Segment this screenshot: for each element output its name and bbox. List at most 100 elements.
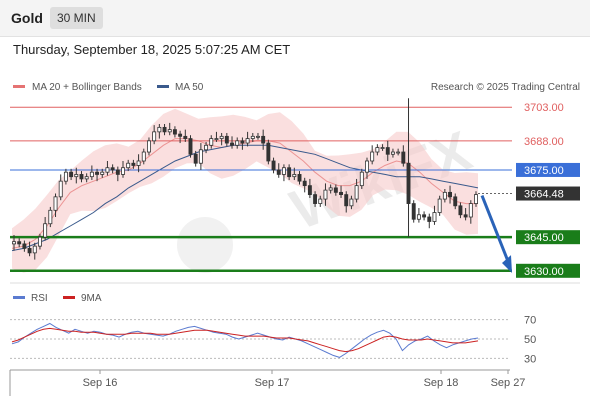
candle	[245, 138, 250, 144]
resistance-price-tag	[516, 133, 580, 148]
candle	[370, 151, 375, 162]
candle	[344, 194, 349, 207]
candle	[162, 126, 167, 133]
candle	[250, 135, 255, 139]
candle	[63, 171, 68, 182]
candle	[390, 151, 395, 155]
watermark-logo-icon	[177, 217, 233, 273]
time-axis: Sep 16 Sep 17 Sep 18 Sep 27	[83, 370, 526, 389]
candle	[17, 241, 22, 245]
pivot-price-tag	[516, 162, 580, 177]
candle	[183, 135, 188, 139]
bollinger-legend-label: MA 20 + Bollinger Bands	[32, 82, 142, 93]
rsi-series-line	[11, 327, 479, 353]
candle	[271, 160, 276, 171]
candle	[95, 171, 100, 175]
candle	[365, 160, 369, 173]
candle	[422, 214, 427, 218]
candle	[204, 144, 209, 151]
candle	[354, 185, 359, 200]
bollinger-band-fill	[12, 108, 478, 273]
candle	[53, 196, 58, 211]
rsi-series-line	[11, 322, 479, 358]
candle	[396, 151, 401, 154]
candle	[198, 149, 203, 164]
candle	[224, 135, 229, 144]
candle	[256, 135, 260, 138]
candle	[442, 191, 447, 200]
candle	[385, 147, 390, 155]
candle	[147, 140, 151, 153]
candle	[375, 147, 380, 153]
last-price-label: 3664.48	[524, 189, 564, 201]
candle	[178, 133, 183, 137]
copyright-text: Research © 2025 Trading Central	[431, 82, 580, 93]
candle	[131, 162, 136, 166]
time-axis-label: Sep 16	[83, 377, 118, 389]
rsi-ma-legend-label: 9MA	[81, 293, 102, 304]
candle	[219, 135, 224, 139]
candle	[339, 191, 343, 196]
forecast-arrow-head	[502, 255, 512, 274]
candle	[22, 243, 27, 249]
candle	[209, 138, 214, 146]
candle	[100, 171, 105, 175]
forecast-arrow	[480, 194, 512, 267]
ma50-line	[11, 144, 479, 252]
resistance-price-tag	[516, 100, 580, 115]
support-price-tag	[516, 263, 580, 278]
pivot-price-label: 3675.00	[524, 165, 564, 177]
last-price-tag	[516, 186, 580, 201]
candle	[313, 194, 318, 204]
candle	[416, 214, 421, 220]
candle	[323, 189, 328, 200]
candle	[359, 171, 364, 187]
candle	[12, 241, 16, 245]
candle	[380, 147, 385, 149]
candle	[401, 151, 406, 164]
candle	[287, 167, 292, 178]
candle	[318, 198, 323, 204]
resistance-price-label: 3703.00	[524, 102, 564, 114]
timeframe-button[interactable]: 30 MIN	[50, 7, 103, 29]
candle	[302, 180, 307, 187]
candle	[157, 126, 162, 133]
candle	[448, 191, 453, 198]
rsi-tick-label: 70	[524, 315, 536, 327]
support-price-label: 3645.00	[524, 232, 564, 244]
candle	[276, 169, 281, 175]
rsi-tick-label: 30	[524, 353, 536, 365]
candle	[27, 247, 32, 254]
ma50-legend-label: MA 50	[175, 82, 204, 93]
ma20-line	[11, 138, 478, 249]
candle	[427, 216, 432, 222]
candle	[453, 196, 458, 207]
candle	[261, 135, 266, 144]
time-axis-label: Sep 27	[491, 377, 526, 389]
candle	[152, 131, 157, 142]
candle	[136, 160, 141, 166]
candle	[240, 140, 245, 144]
candle	[141, 151, 146, 162]
candle	[297, 174, 302, 182]
candle	[349, 198, 354, 207]
rsi-ma-legend-swatch	[63, 296, 75, 299]
chart-datetime: Thursday, September 18, 2025 5:07:25 AM …	[13, 42, 291, 57]
candle	[432, 212, 437, 222]
candle	[115, 169, 120, 175]
candle	[172, 129, 177, 135]
candle	[474, 194, 478, 204]
rsi-chart: 30 50 70	[10, 315, 536, 365]
candle	[37, 236, 42, 247]
candle	[230, 142, 234, 146]
candle	[121, 167, 125, 175]
candle	[463, 214, 468, 218]
candle	[193, 153, 198, 164]
rsi-tick-label: 50	[524, 334, 536, 346]
candle	[79, 174, 84, 180]
symbol-title: Gold	[11, 10, 43, 26]
candle	[110, 167, 115, 171]
price-chart: 3703.00 3688.00 3675.00 3664.48 3645.00 3630.…	[10, 98, 580, 278]
candle	[43, 223, 48, 238]
